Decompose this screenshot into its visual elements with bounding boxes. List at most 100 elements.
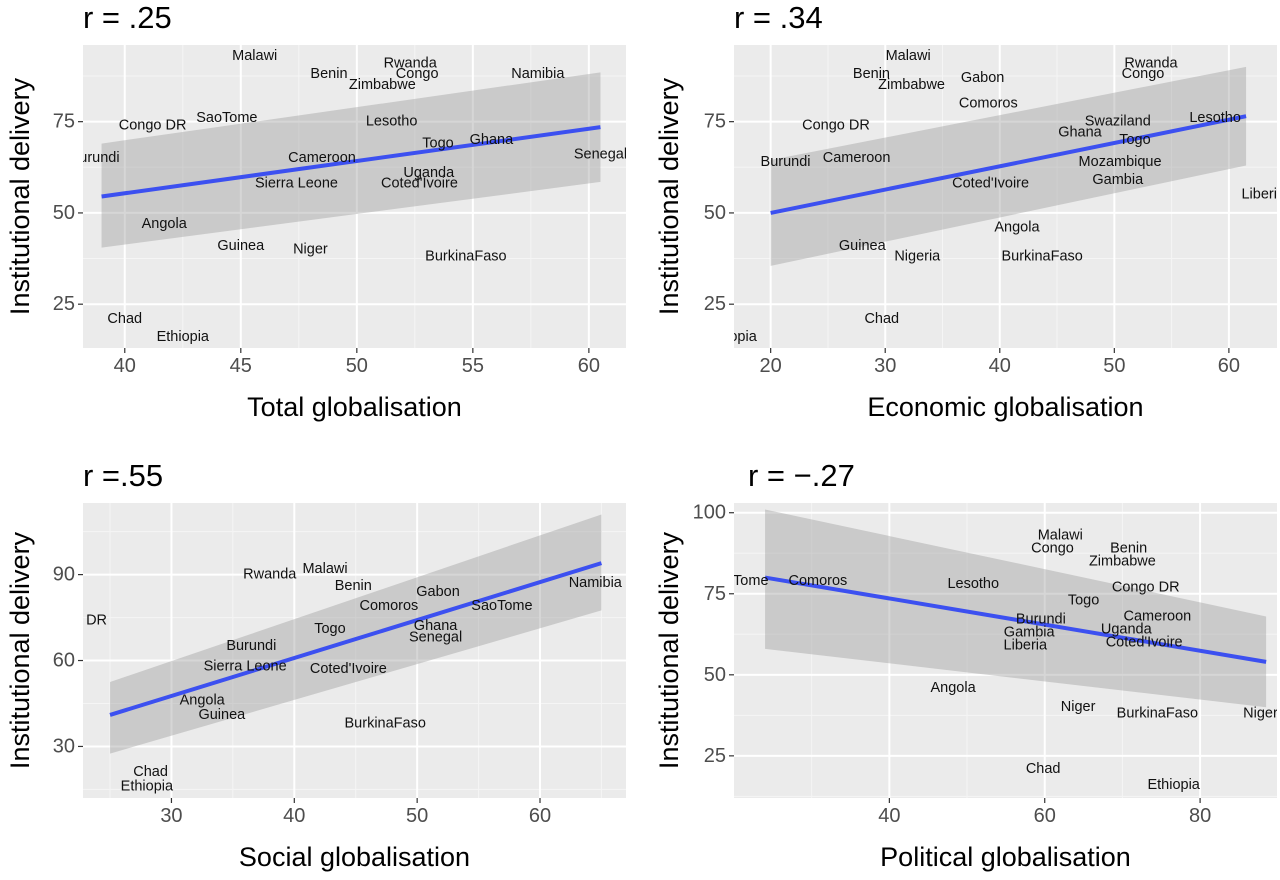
x-tick-label: 30: [874, 355, 896, 377]
y-tick-label: 25: [704, 293, 726, 315]
y-axis-title: Institutional delivery: [5, 77, 35, 315]
point-label: Malawi: [886, 48, 931, 64]
point-label: Swaziland: [1085, 114, 1151, 130]
y-tick-label: 25: [53, 293, 75, 315]
point-label: Cameroon: [823, 150, 891, 166]
point-label: Coted'Ivoire: [1106, 634, 1183, 650]
point-label: Togo: [1119, 132, 1150, 148]
point-label: Ghana: [470, 132, 514, 148]
point-label: Lesotho: [366, 114, 418, 130]
point-label: SaoTome: [707, 573, 768, 589]
point-label: Togo: [422, 136, 453, 152]
y-tick-label: 30: [53, 735, 75, 757]
x-tick-label: 80: [1189, 805, 1211, 827]
x-tick-label: 50: [1103, 355, 1125, 377]
point-label: Zimbabwe: [878, 77, 945, 93]
point-label: Guinea: [839, 238, 887, 254]
x-tick-label: 40: [989, 355, 1011, 377]
x-axis-title: Economic globalisation: [867, 392, 1143, 422]
x-tick-label: 60: [529, 805, 551, 827]
y-axis-title: Institutional delivery: [654, 531, 684, 769]
chart-title: r =.55: [83, 458, 163, 493]
point-label: Mozambique: [1079, 154, 1162, 170]
point-label: Congo DR: [1112, 579, 1180, 595]
point-label: Cameroon: [288, 150, 356, 166]
x-axis-title: Political globalisation: [880, 842, 1131, 872]
y-tick-label: 75: [53, 111, 75, 133]
point-label: Togo: [314, 621, 345, 637]
point-label: SaoTome: [196, 110, 257, 126]
chart-title: r = .34: [734, 0, 823, 35]
y-tick-label: 50: [53, 202, 75, 224]
x-tick-label: 40: [114, 355, 136, 377]
point-label: Congo DR: [119, 117, 187, 133]
point-label: Niger: [1061, 699, 1096, 715]
point-label: Ethiopia: [157, 329, 210, 345]
point-label: BurkinaFaso: [345, 716, 426, 732]
confidence-band: [765, 509, 1267, 708]
point-label: Gambia: [1004, 625, 1056, 641]
point-label: Coted'Ivoire: [952, 176, 1029, 192]
point-label: Chad: [864, 311, 899, 327]
x-tick-label: 30: [160, 805, 182, 827]
point-label: Liberia: [1241, 187, 1280, 203]
panel-background: [734, 503, 1277, 798]
point-label: Senegal: [409, 630, 462, 646]
point-label: Ghana: [414, 618, 458, 634]
x-tick-label: 60: [578, 355, 600, 377]
x-tick-label: 50: [346, 355, 368, 377]
point-label: Niger: [293, 241, 328, 257]
point-label: Malawi: [232, 48, 277, 64]
y-tick-label: 25: [704, 745, 726, 767]
x-tick-label: 60: [1034, 805, 1056, 827]
x-tick-label: 45: [230, 355, 252, 377]
regression-line: [770, 114, 1247, 215]
point-label: Coted'Ivoire: [381, 176, 458, 192]
point-label: Benin: [853, 66, 890, 82]
point-label: Rwanda: [384, 55, 438, 71]
point-label: Ethiopia: [121, 779, 174, 795]
y-tick-label: 100: [693, 502, 726, 524]
y-tick-label: 75: [704, 111, 726, 133]
point-label: Sierra Leone: [204, 658, 287, 674]
point-label: BurkinaFaso: [1001, 249, 1082, 265]
x-tick-label: 50: [406, 805, 428, 827]
x-tick-label: 60: [1218, 355, 1240, 377]
point-label: Congo DR: [39, 612, 107, 628]
point-label: Congo: [1122, 66, 1165, 82]
x-axis-title: Total globalisation: [247, 392, 462, 422]
point-label: Gambia: [1092, 172, 1144, 188]
point-label: Congo: [1031, 540, 1074, 556]
point-label: Chad: [107, 311, 142, 327]
point-label: Liberia: [1004, 638, 1048, 654]
regression-line: [101, 125, 601, 199]
regression-line: [109, 561, 603, 717]
panel-background: [83, 503, 626, 798]
point-label: Angola: [142, 216, 188, 232]
y-tick-label: 75: [704, 583, 726, 605]
y-tick-label: 90: [53, 564, 75, 586]
point-label: Lesotho: [1189, 110, 1241, 126]
point-label: Lesotho: [947, 576, 999, 592]
point-label: Angola: [930, 680, 976, 696]
x-tick-label: 20: [760, 355, 782, 377]
point-label: BurkinaFaso: [425, 249, 506, 265]
point-label: Comoros: [788, 573, 847, 589]
regression-line: [764, 575, 1267, 664]
point-label: Namibia: [569, 575, 623, 591]
confidence-band: [110, 514, 602, 754]
point-label: Cameroon: [1124, 608, 1192, 624]
y-tick-label: 50: [704, 664, 726, 686]
point-label: Gabon: [961, 70, 1005, 86]
point-label: Angola: [994, 220, 1040, 236]
point-label: Guinea: [198, 707, 246, 723]
point-label: Malawi: [1038, 527, 1083, 543]
x-axis-title: Social globalisation: [239, 842, 470, 872]
